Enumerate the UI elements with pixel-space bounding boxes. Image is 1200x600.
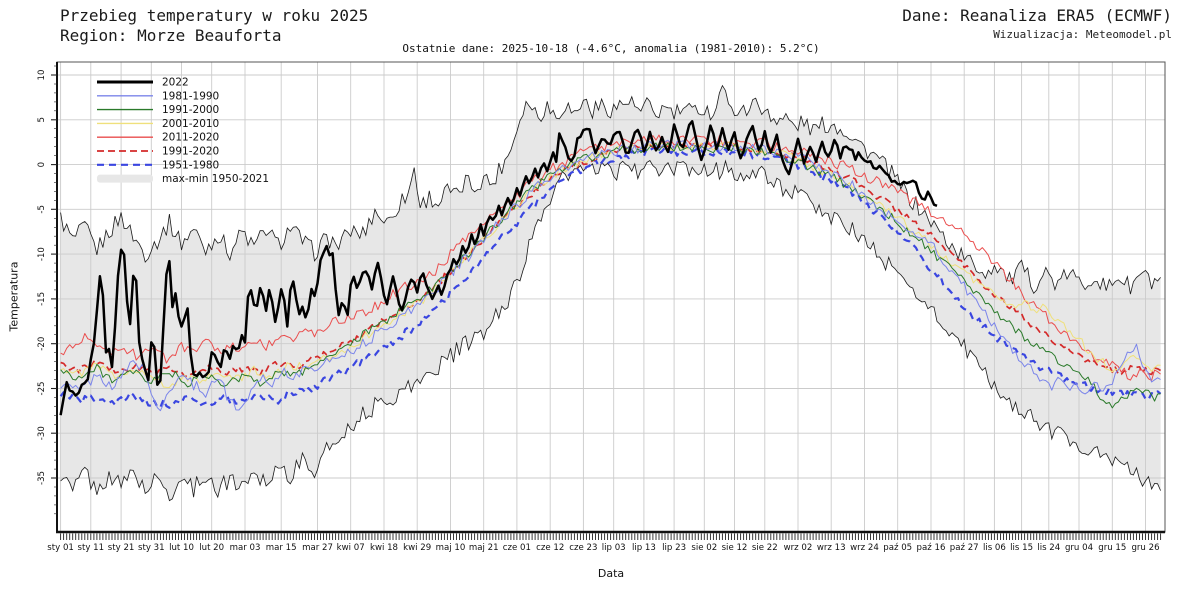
legend-label: 1991-2000 bbox=[162, 104, 219, 116]
y-tick-label: -25 bbox=[37, 381, 47, 395]
x-tick-label: gru 04 bbox=[1065, 543, 1093, 553]
x-tick-label: lut 20 bbox=[199, 543, 224, 553]
x-tick-label: lip 03 bbox=[602, 543, 626, 553]
x-tick-label: lis 24 bbox=[1037, 543, 1060, 553]
x-tick-label: mar 03 bbox=[230, 543, 261, 553]
legend-item-2011-2020: 2011-2020 bbox=[97, 132, 219, 144]
chart-title-line1: Przebieg temperatury w roku 2025 bbox=[60, 6, 369, 25]
x-tick-label: wrz 24 bbox=[850, 543, 879, 553]
series-line-2011-2020 bbox=[60, 134, 1161, 381]
x-tick-label: sty 21 bbox=[108, 543, 135, 553]
legend-label: 1951-1980 bbox=[162, 159, 219, 171]
last-data-subtitle: Ostatnie dane: 2025-10-18 (-4.6°C, anoma… bbox=[402, 42, 820, 55]
legend-item-1981-1990: 1981-1990 bbox=[97, 90, 219, 102]
x-tick-label: lis 06 bbox=[983, 543, 1006, 553]
x-tick-label: maj 10 bbox=[436, 543, 466, 553]
x-tick-label: lut 10 bbox=[169, 543, 194, 553]
x-tick-label: maj 21 bbox=[469, 543, 499, 553]
x-tick-label: paź 16 bbox=[917, 543, 946, 553]
series-line-1991-2020 bbox=[60, 141, 1162, 378]
legend-item-max-min 1950-2021: max-min 1950-2021 bbox=[97, 173, 269, 185]
y-tick-label: -10 bbox=[37, 247, 47, 261]
y-axis-tick-labels: 10 5 0 -5 -10 -15 -20 -25 -30 -35 bbox=[37, 70, 47, 485]
x-tick-label: lip 23 bbox=[662, 543, 686, 553]
data-source-label: Dane: Reanaliza ERA5 (ECMWF) bbox=[902, 6, 1172, 25]
y-tick-label: -20 bbox=[37, 337, 47, 351]
y-axis-major-ticks bbox=[51, 74, 57, 479]
x-tick-label: kwi 29 bbox=[403, 543, 431, 553]
y-tick-label: -30 bbox=[37, 426, 47, 440]
x-tick-label: cze 01 bbox=[503, 543, 531, 553]
x-tick-label: gru 15 bbox=[1098, 543, 1126, 553]
grid-lines bbox=[57, 62, 1165, 532]
x-tick-label: sie 02 bbox=[691, 543, 717, 553]
series-line-1981-1990 bbox=[60, 139, 1161, 412]
legend-label: 1981-1990 bbox=[162, 90, 219, 102]
x-tick-label: paź 27 bbox=[950, 543, 979, 553]
legend-item-1951-1980: 1951-1980 bbox=[97, 159, 219, 171]
visualization-credit-label: Wizualizacja: Meteomodel.pl bbox=[993, 28, 1172, 41]
y-tick-label: -15 bbox=[37, 292, 47, 306]
chart-title-line2: Region: Morze Beauforta bbox=[60, 26, 282, 45]
x-tick-label: sie 22 bbox=[752, 543, 778, 553]
x-tick-label: mar 27 bbox=[302, 543, 333, 553]
legend-label: max-min 1950-2021 bbox=[162, 173, 269, 185]
x-tick-label: kwi 07 bbox=[337, 543, 365, 553]
y-tick-label: -35 bbox=[37, 471, 47, 485]
y-tick-label: 10 bbox=[37, 70, 47, 81]
x-tick-label: cze 12 bbox=[536, 543, 564, 553]
x-tick-label: sie 12 bbox=[722, 543, 748, 553]
x-tick-label: sty 11 bbox=[77, 543, 104, 553]
max-min-band bbox=[60, 85, 1161, 501]
legend-item-2022: 2022 bbox=[97, 77, 189, 89]
y-tick-label: 5 bbox=[37, 117, 47, 122]
max-min-band-outline bbox=[60, 84, 1161, 502]
x-tick-label: lis 15 bbox=[1010, 543, 1033, 553]
x-tick-label: cze 23 bbox=[569, 543, 597, 553]
x-tick-label: paź 05 bbox=[883, 543, 912, 553]
y-tick-label: 0 bbox=[37, 162, 47, 167]
legend-label: 1991-2020 bbox=[162, 146, 219, 158]
x-axis-label: Data bbox=[597, 567, 625, 580]
x-axis-minor-ticks bbox=[60, 533, 1162, 540]
legend-label: 2001-2010 bbox=[162, 118, 219, 130]
series-line-2022 bbox=[59, 120, 938, 416]
x-tick-label: kwi 18 bbox=[370, 543, 398, 553]
legend-item-1991-2020: 1991-2020 bbox=[97, 146, 219, 158]
x-tick-label: wrz 13 bbox=[817, 543, 846, 553]
x-tick-label: wrz 02 bbox=[784, 543, 813, 553]
legend-item-1991-2000: 1991-2000 bbox=[97, 104, 219, 116]
x-tick-label: sty 31 bbox=[138, 543, 165, 553]
legend-label: 2022 bbox=[162, 77, 189, 89]
x-tick-label: gru 26 bbox=[1131, 543, 1159, 553]
x-axis-tick-labels: sty 01 sty 11 sty 21 sty 31 lut 10 lut 20 mar … bbox=[47, 543, 1159, 553]
series-line-1951-1980 bbox=[59, 146, 1162, 409]
y-axis-label: Temperatura bbox=[7, 261, 21, 332]
x-tick-label: sty 01 bbox=[47, 543, 74, 553]
y-tick-label: -5 bbox=[37, 205, 47, 214]
series-line-2001-2010 bbox=[60, 141, 1161, 388]
y-axis-minor-ticks bbox=[54, 65, 57, 515]
legend-label: 2011-2020 bbox=[162, 132, 219, 144]
legend-band-swatch bbox=[97, 174, 153, 183]
legend-item-2001-2010: 2001-2010 bbox=[97, 118, 219, 130]
x-tick-label: mar 15 bbox=[266, 543, 297, 553]
x-tick-label: lip 13 bbox=[632, 543, 656, 553]
